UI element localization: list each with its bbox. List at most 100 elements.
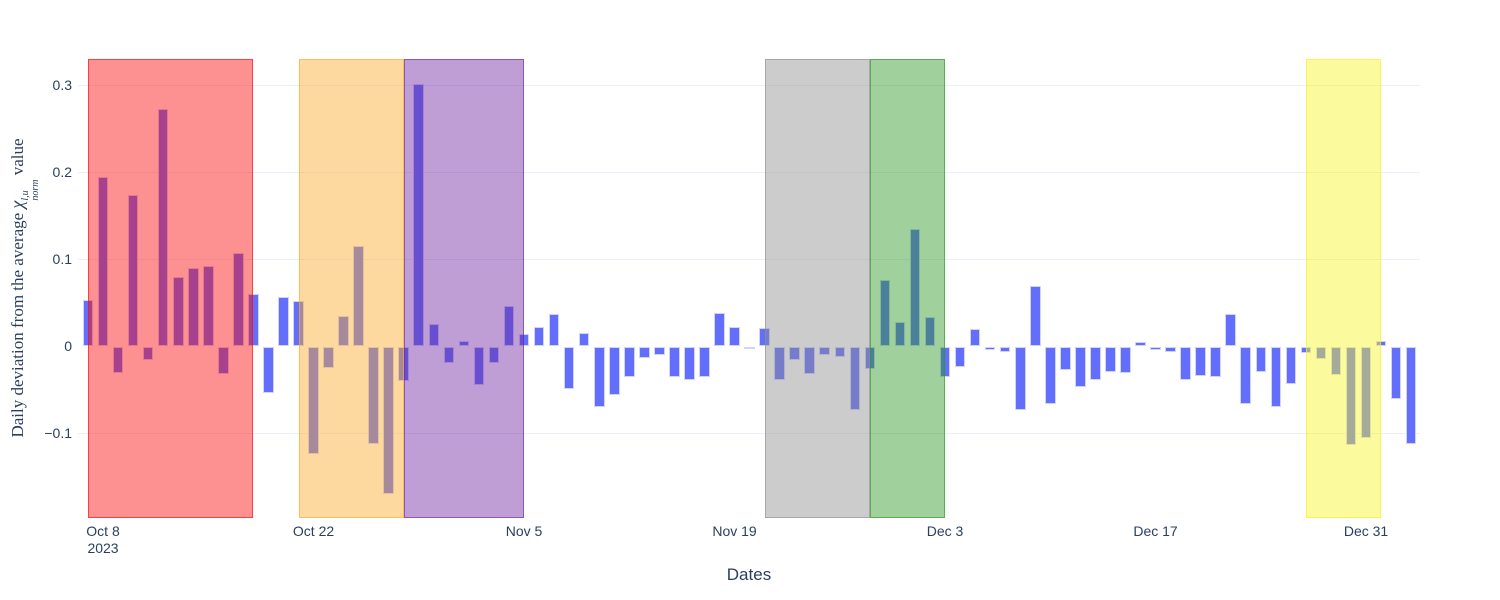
bar[interactable] xyxy=(248,294,259,347)
x-tick-label-text: Oct 8 xyxy=(86,523,120,539)
bar[interactable] xyxy=(1270,346,1282,407)
bar[interactable] xyxy=(323,346,334,369)
bar[interactable] xyxy=(924,316,936,347)
bar[interactable] xyxy=(308,346,319,454)
bar[interactable] xyxy=(578,333,590,347)
bar[interactable] xyxy=(443,346,455,364)
bar[interactable] xyxy=(127,195,139,347)
bar[interactable] xyxy=(804,346,816,375)
y-axis-title: Daily deviation from the average χ l,u nor… xyxy=(7,138,42,437)
bar[interactable] xyxy=(1135,342,1146,347)
bar[interactable] xyxy=(623,346,635,377)
bar[interactable] xyxy=(488,346,500,364)
bar[interactable] xyxy=(413,83,425,347)
bar[interactable] xyxy=(368,346,379,444)
bar[interactable] xyxy=(984,346,996,350)
bar[interactable] xyxy=(669,346,680,377)
y-axis-title-suffix: value xyxy=(7,138,27,180)
bar[interactable] xyxy=(97,176,109,347)
bar[interactable] xyxy=(1180,346,1191,381)
bar[interactable] xyxy=(789,346,800,361)
bar[interactable] xyxy=(202,265,214,347)
bar[interactable] xyxy=(428,323,440,347)
bar[interactable] xyxy=(1255,346,1267,372)
bar[interactable] xyxy=(503,306,515,347)
bar[interactable] xyxy=(1210,346,1221,377)
bar[interactable] xyxy=(563,346,575,390)
bar[interactable] xyxy=(533,327,545,347)
bar[interactable] xyxy=(1315,346,1327,359)
gridline xyxy=(78,259,1420,260)
bar[interactable] xyxy=(1225,314,1237,347)
bar[interactable] xyxy=(338,316,349,347)
bar[interactable] xyxy=(473,346,485,385)
bar[interactable] xyxy=(157,108,169,347)
x-tick-label-text: Dec 3 xyxy=(926,523,964,539)
bar[interactable] xyxy=(879,280,891,347)
bar[interactable] xyxy=(1105,346,1116,372)
bar[interactable] xyxy=(458,341,470,347)
x-tick-label: Oct 8 2023 xyxy=(43,523,163,557)
y-axis-title-text: Daily deviation from the average xyxy=(7,208,27,438)
bar[interactable] xyxy=(593,346,605,407)
bar[interactable] xyxy=(218,346,229,375)
bar[interactable] xyxy=(518,334,530,347)
bar[interactable] xyxy=(834,346,846,357)
bar[interactable] xyxy=(1195,346,1206,377)
bar[interactable] xyxy=(1405,346,1417,444)
bar[interactable] xyxy=(383,346,394,495)
bar[interactable] xyxy=(112,346,124,374)
bar[interactable] xyxy=(774,346,785,381)
bar[interactable] xyxy=(714,312,725,347)
x-tick-label-text: Oct 22 xyxy=(292,523,335,539)
bar[interactable] xyxy=(894,322,906,347)
bar[interactable] xyxy=(187,268,199,347)
bar[interactable] xyxy=(233,252,244,347)
bar[interactable] xyxy=(1045,346,1056,404)
bar[interactable] xyxy=(353,246,364,347)
bar[interactable] xyxy=(82,300,94,347)
bar[interactable] xyxy=(1120,346,1131,373)
bar[interactable] xyxy=(1060,346,1071,370)
bar[interactable] xyxy=(548,314,560,347)
highlight-region-green-highlight xyxy=(869,59,946,518)
bar[interactable] xyxy=(729,327,740,347)
bar[interactable] xyxy=(699,346,710,377)
bar[interactable] xyxy=(1240,346,1252,404)
bar[interactable] xyxy=(172,276,184,347)
bar[interactable] xyxy=(969,329,981,347)
bar[interactable] xyxy=(142,346,154,361)
bar[interactable] xyxy=(1330,346,1342,376)
bar[interactable] xyxy=(939,346,951,377)
bar[interactable] xyxy=(684,346,695,381)
bar[interactable] xyxy=(1090,346,1101,380)
gridline xyxy=(78,172,1420,173)
bar[interactable] xyxy=(1375,341,1387,347)
bar[interactable] xyxy=(1285,346,1297,384)
highlight-region-gray-highlight xyxy=(764,59,870,518)
bar[interactable] xyxy=(744,346,755,349)
bar[interactable] xyxy=(1150,346,1161,350)
bar[interactable] xyxy=(1390,346,1402,399)
bar[interactable] xyxy=(999,346,1011,352)
chi-symbol: χ xyxy=(6,200,27,209)
bar[interactable] xyxy=(608,346,620,396)
bar[interactable] xyxy=(1014,346,1026,410)
bar[interactable] xyxy=(849,346,861,410)
bar[interactable] xyxy=(1029,286,1041,347)
bar[interactable] xyxy=(278,296,289,347)
bar[interactable] xyxy=(263,346,274,393)
bar[interactable] xyxy=(819,346,831,356)
bar[interactable] xyxy=(1360,346,1372,438)
bar[interactable] xyxy=(1075,346,1086,387)
x-tick-label: Dec 31 xyxy=(1306,523,1426,540)
bar[interactable] xyxy=(954,346,966,367)
y-tick-label: 0.1 xyxy=(52,250,72,267)
bar[interactable] xyxy=(654,346,665,356)
highlight-region-purple-highlight xyxy=(403,59,525,518)
bar[interactable] xyxy=(1345,346,1357,445)
bar[interactable] xyxy=(909,229,921,347)
bar[interactable] xyxy=(1165,346,1176,352)
bar[interactable] xyxy=(639,346,650,358)
